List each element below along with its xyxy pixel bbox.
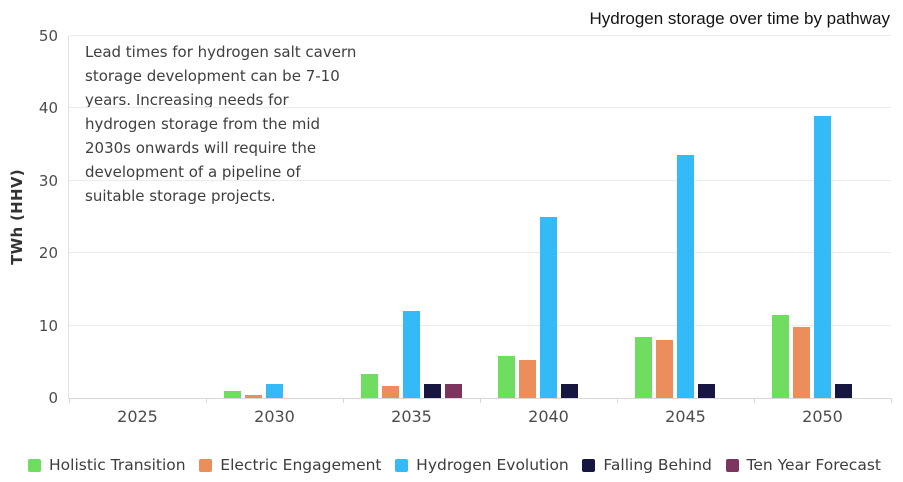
legend-item-hydrogen-evolution: Hydrogen Evolution xyxy=(395,456,569,474)
x-axis-labels: 2025 2030 2035 2040 2045 2050 xyxy=(69,398,891,426)
gridline xyxy=(69,324,891,326)
x-axis-tick xyxy=(205,398,207,403)
legend-item-falling-behind: Falling Behind xyxy=(582,456,712,474)
bar-group-2045 xyxy=(617,36,754,398)
bar xyxy=(245,395,262,398)
plot-area: 2025 2030 2035 2040 2045 2050 xyxy=(68,35,892,426)
gridline xyxy=(69,179,891,181)
y-tick-label: 20 xyxy=(38,244,58,263)
legend-swatch-icon xyxy=(28,458,41,472)
legend-label: Holistic Transition xyxy=(49,456,186,474)
x-axis-label: 2025 xyxy=(117,407,158,426)
bar xyxy=(793,327,810,398)
x-axis-label: 2030 xyxy=(254,407,295,426)
legend-swatch-icon xyxy=(582,458,596,472)
legend-swatch-icon xyxy=(725,458,739,472)
legend-swatch-icon xyxy=(199,458,213,472)
legend-label: Electric Engagement xyxy=(220,456,382,474)
bar xyxy=(835,383,852,398)
bar-groups xyxy=(69,36,891,398)
chart-title: Hydrogen storage over time by pathway xyxy=(589,9,891,28)
bar xyxy=(677,155,694,398)
y-tick-label: 0 xyxy=(48,389,58,407)
bar-group-2050 xyxy=(754,36,891,398)
bar xyxy=(224,390,241,398)
legend-label: Ten Year Forecast xyxy=(746,456,881,474)
bar xyxy=(772,314,789,398)
x-axis-tick xyxy=(754,398,755,403)
x-axis-label: 2045 xyxy=(665,407,706,426)
bar xyxy=(382,386,399,398)
x-axis-tick xyxy=(69,398,70,403)
x-axis-label: 2050 xyxy=(802,407,843,426)
bar xyxy=(635,337,652,398)
y-tick-label: 30 xyxy=(38,171,58,190)
legend-item-holistic-transition: Holistic Transition xyxy=(28,456,186,474)
x-axis-tick xyxy=(480,398,481,403)
bar xyxy=(698,383,715,398)
gridline xyxy=(69,35,891,36)
y-tick-label: 10 xyxy=(38,316,58,335)
bar xyxy=(403,311,420,398)
bar xyxy=(519,360,536,398)
gridline xyxy=(69,252,891,254)
x-axis-tick xyxy=(891,398,892,403)
y-tick-label: 50 xyxy=(38,27,58,45)
chart-annotation: Lead times for hydrogen salt cavern stor… xyxy=(85,43,357,205)
bar-group-2025 xyxy=(69,36,206,398)
x-axis-tick xyxy=(342,398,344,403)
x-axis-label: 2035 xyxy=(391,407,432,426)
bar xyxy=(540,217,557,398)
legend-item-ten-year-forecast: Ten Year Forecast xyxy=(725,456,881,474)
legend-swatch-icon xyxy=(395,458,409,472)
bar xyxy=(656,340,673,398)
legend-label: Falling Behind xyxy=(603,456,712,474)
bar-group-2035 xyxy=(343,36,480,398)
bar xyxy=(561,383,578,398)
legend-item-electric-engagement: Electric Engagement xyxy=(199,456,382,474)
gridline xyxy=(69,107,891,109)
bar xyxy=(361,374,378,398)
x-axis-tick xyxy=(616,398,618,403)
bar-group-2030 xyxy=(206,36,343,398)
bar xyxy=(445,383,462,398)
y-tick-label: 40 xyxy=(38,99,58,118)
bar xyxy=(498,356,515,398)
bar xyxy=(424,383,441,398)
bar xyxy=(814,115,831,398)
chart-legend: Holistic Transition Electric Engagement … xyxy=(0,456,903,474)
x-axis-label: 2040 xyxy=(528,407,569,426)
legend-label: Hydrogen Evolution xyxy=(416,456,569,474)
bar-group-2040 xyxy=(480,36,617,398)
bar xyxy=(266,383,283,398)
